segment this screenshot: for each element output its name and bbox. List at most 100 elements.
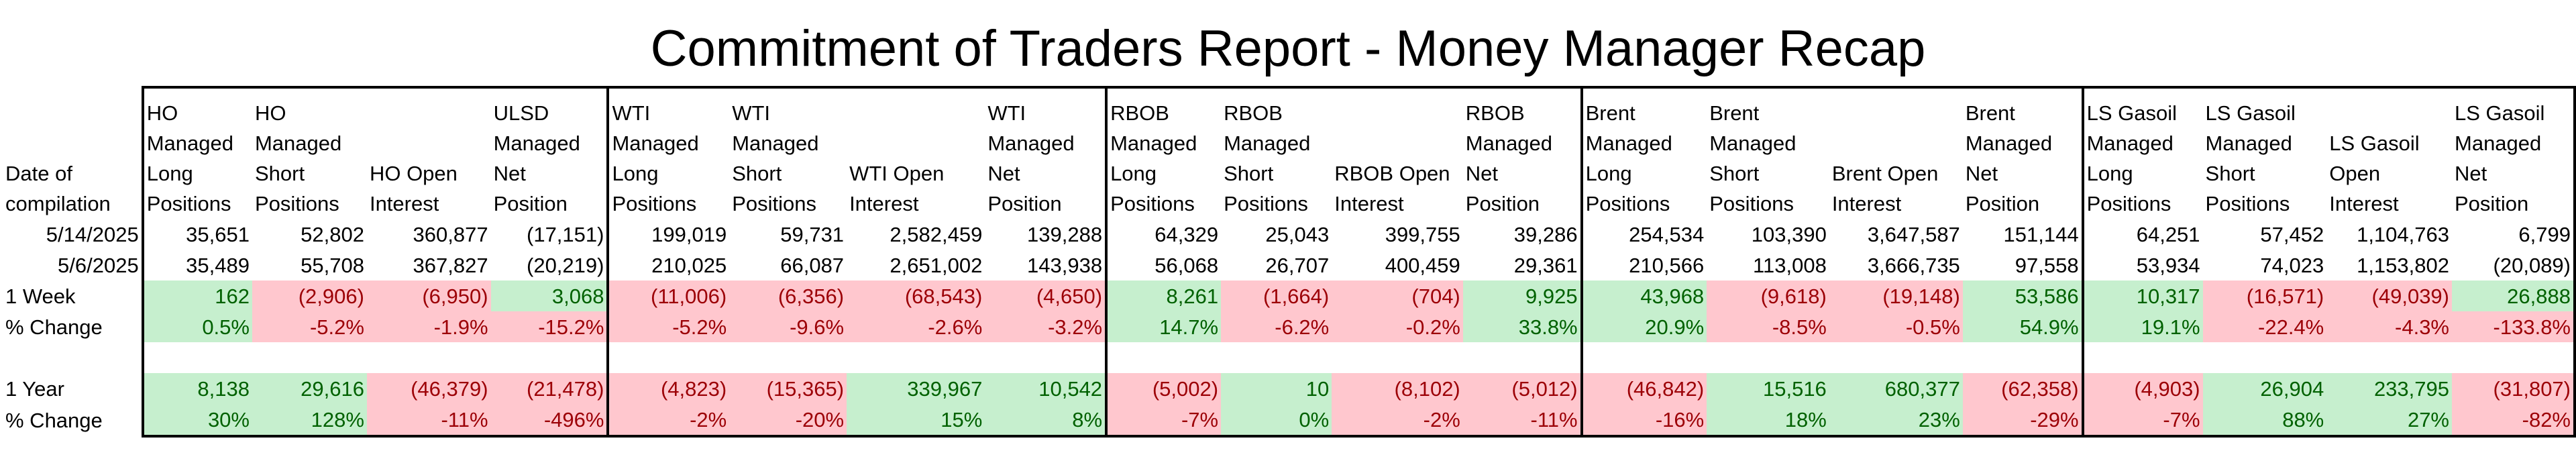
header-line: Interest: [1334, 192, 1404, 215]
header-line: RBOB: [1465, 101, 1525, 125]
column-header: WTI Managed Net Position: [985, 86, 1107, 219]
column-header: WTI Open Interest: [847, 86, 985, 219]
header-line: Position: [987, 192, 1062, 215]
one-week-change-row-cell: (2,906): [252, 280, 367, 311]
previous-date-row-cell: 143,938: [1027, 253, 1103, 277]
header-line: [370, 98, 488, 128]
current-date-row: 5/14/2025 35,651 52,802 360,877 (17,151) 199,…: [3, 219, 2576, 250]
current-date-row-cell: 25,043: [1265, 222, 1330, 246]
header-line: Positions: [1709, 192, 1794, 215]
one-week-change-row-cell: (68,543): [847, 280, 985, 311]
header-line: [849, 98, 982, 128]
spacer-cell: [985, 342, 1106, 373]
one-year-change-row-cell: (8,102): [1332, 373, 1463, 404]
date-of-compilation-header: Date of compilation: [3, 87, 143, 219]
one-week-pct-row-cell: -5.2%: [606, 311, 730, 342]
spacer-cell: [1105, 342, 1222, 373]
one-year-pct-row-cell: -11%: [1462, 404, 1582, 438]
one-week-change-row-cell: 162: [141, 280, 252, 311]
one-year-pct-row: % Change 30% 128% -11% -496% -2% -20% 15% 8% -7% 0…: [3, 404, 2576, 438]
previous-date-row-cell: 1,153,802: [2357, 253, 2449, 277]
one-year-change-row-cell: 8,138: [141, 373, 252, 404]
one-week-pct-row-cell: 54.9%: [1962, 311, 2083, 342]
one-year-change-row-cell: 15,516: [1707, 373, 1829, 404]
one-year-change-row-cell: (4,823): [606, 373, 730, 404]
one-week-change-row-cell: (9,618): [1707, 280, 1829, 311]
one-year-change-row: 1 Year 8,138 29,616 (46,379) (21,478) (4,823)…: [3, 373, 2576, 404]
header-line: Position: [1965, 192, 2040, 215]
spacer-cell: [252, 342, 367, 373]
one-year-pct-row-cell: -496%: [490, 404, 608, 438]
one-year-change-row-cell: 339,967: [847, 373, 985, 404]
current-date-row-cell: 199,019: [606, 219, 730, 250]
header-line: ULSD: [493, 101, 549, 125]
one-week-pct-row-cell: -2.6%: [847, 311, 985, 342]
header-line: Interest: [2329, 192, 2399, 215]
header-line: Managed: [1965, 132, 2053, 155]
one-year-pct-row-cell: 15%: [847, 404, 985, 438]
previous-date-row: 5/6/2025 35,489 55,708 367,827 (20,219) 210,0…: [3, 250, 2576, 280]
current-date-row-cell: 52,802: [301, 222, 364, 246]
header-line: compilation: [5, 192, 111, 215]
header-line: Positions: [254, 192, 339, 215]
previous-date-row-cell: 97,558: [2015, 253, 2079, 277]
header-line: Positions: [2086, 192, 2171, 215]
current-date-row-cell: 103,390: [1751, 222, 1827, 246]
one-week-change-row-cell: (19,148): [1829, 280, 1963, 311]
current-date-row-cell: 64,329: [1105, 219, 1222, 250]
one-week-change-row-cell: (6,356): [729, 280, 847, 311]
spacer-cell: [1463, 342, 1582, 373]
one-week-change-row-cell: 8,261: [1105, 280, 1222, 311]
previous-date-row-cell: 210,025: [606, 250, 730, 280]
current-date-row-cell: 57,452: [2260, 222, 2324, 246]
column-header: LS Gasoil Managed Net Position: [2452, 86, 2576, 219]
header-line: Positions: [2205, 192, 2290, 215]
one-week-pct-row-label: % Change: [5, 315, 103, 339]
current-date-row-cell: 39,286: [1513, 222, 1578, 246]
one-year-pct-row-cell: 88%: [2202, 404, 2327, 438]
header-row: Date of compilation HO Managed Long Positions…: [3, 86, 2576, 219]
one-year-pct-row-cell: -2%: [606, 404, 730, 438]
spacer-cell: [491, 342, 608, 373]
current-date-row-cell: 3,647,587: [1867, 222, 1960, 246]
one-week-pct-row-cell: 33.8%: [1462, 311, 1582, 342]
column-header: HO Managed Long Positions: [141, 86, 252, 219]
one-week-change-row-cell: 3,068: [490, 280, 608, 311]
one-week-pct-row-cell: -133.8%: [2452, 311, 2576, 342]
one-week-change-row-cell: 43,968: [1580, 280, 1707, 311]
one-week-pct-row-cell: -6.2%: [1221, 311, 1332, 342]
header-line: Net: [2455, 162, 2487, 185]
header-line: [2329, 98, 2449, 128]
header-line: Interest: [849, 192, 919, 215]
spacer-cell: [1829, 342, 1963, 373]
previous-date-row-cell: 74,023: [2260, 253, 2324, 277]
header-line: RBOB: [1110, 101, 1169, 125]
header-line: Brent Open: [1831, 162, 1939, 185]
header-line: Long: [1110, 162, 1157, 185]
one-week-change-row-cell: (49,039): [2326, 280, 2452, 311]
one-year-pct-row-cell: 0%: [1221, 404, 1332, 438]
previous-date-row-label: 5/6/2025: [58, 253, 139, 277]
header-line: Managed: [493, 132, 580, 155]
one-year-pct-row-cell: -29%: [1962, 404, 2083, 438]
header-line: LS Gasoil: [2205, 101, 2296, 125]
spacer-cell: [1707, 342, 1829, 373]
header-line: LS Gasoil: [2086, 101, 2178, 125]
previous-date-row-cell: 400,459: [1385, 253, 1460, 277]
one-week-change-row-cell: 9,925: [1462, 280, 1582, 311]
header-line: Net: [493, 162, 526, 185]
header-line: HO Open: [369, 162, 458, 185]
column-header: RBOB Managed Short Positions: [1221, 86, 1332, 219]
one-year-pct-row-cell: 8%: [985, 404, 1107, 438]
current-date-row-cell: 2,582,459: [890, 222, 983, 246]
header-line: WTI Open: [849, 162, 945, 185]
column-header: LS Gasoil Managed Long Positions: [2081, 86, 2203, 219]
one-year-change-row-cell: (4,903): [2081, 373, 2203, 404]
one-week-pct-row-cell: -0.5%: [1829, 311, 1963, 342]
header-line: Positions: [1224, 192, 1308, 215]
header-line: [849, 128, 982, 158]
one-year-pct-row-cell: 27%: [2326, 404, 2452, 438]
header-line: Brent: [1709, 101, 1760, 125]
one-week-pct-row-cell: -0.2%: [1332, 311, 1463, 342]
one-week-pct-row-cell: 20.9%: [1580, 311, 1707, 342]
